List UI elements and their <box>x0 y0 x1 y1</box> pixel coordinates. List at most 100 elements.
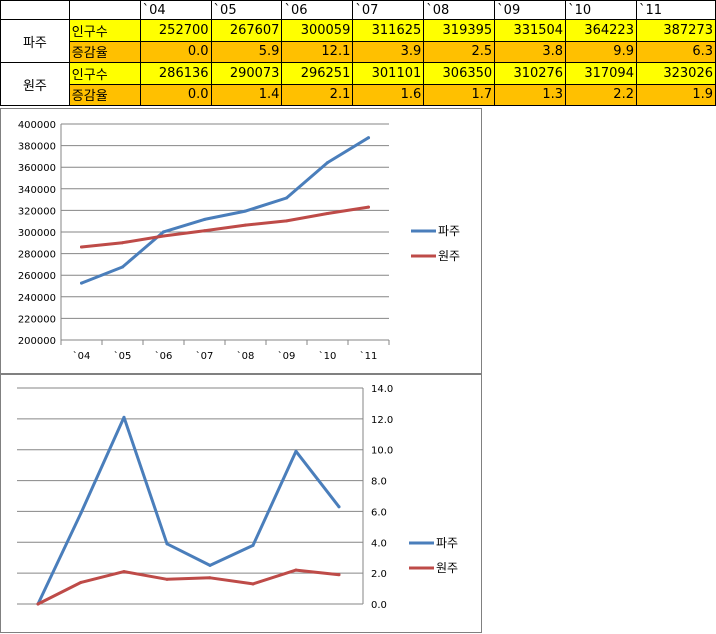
year-header-cell[interactable]: `05 <box>210 0 283 20</box>
data-point[interactable] <box>326 161 329 165</box>
value-cell[interactable]: 2.2 <box>565 83 637 106</box>
data-point[interactable] <box>162 234 165 238</box>
data-point[interactable] <box>80 245 83 249</box>
y-tick-label: 280000 <box>18 250 56 261</box>
data-point[interactable] <box>122 415 126 419</box>
value-cell[interactable]: 0.0 <box>139 40 212 63</box>
y-tick-label: 4.0 <box>371 538 387 549</box>
value-cell[interactable]: 2.1 <box>281 83 354 106</box>
value-cell[interactable]: 12.1 <box>281 40 354 63</box>
row-label-cell[interactable]: 인구수 <box>68 62 141 85</box>
data-point[interactable] <box>285 219 288 223</box>
series-line-0[interactable] <box>80 136 370 285</box>
value-cell[interactable]: 6.3 <box>635 40 716 63</box>
value-cell[interactable]: 252700 <box>139 19 212 42</box>
value-cell[interactable]: 296251 <box>281 62 354 85</box>
region-cell-wonju[interactable]: 원주 <box>0 62 70 106</box>
value-cell[interactable]: 5.9 <box>210 40 283 63</box>
data-point[interactable] <box>165 542 169 546</box>
series-line-1[interactable] <box>36 568 341 606</box>
data-point[interactable] <box>122 570 126 574</box>
value-cell[interactable]: 267607 <box>210 19 283 42</box>
y-tick-label: 380000 <box>18 142 56 153</box>
population-chart[interactable]: 400000 380000 360000 340000 320000 300000 2800… <box>0 108 482 374</box>
value-cell[interactable]: 364223 <box>565 19 637 42</box>
year-header-cell[interactable]: `06 <box>281 0 354 20</box>
row-label-cell[interactable]: 증감율 <box>68 40 141 63</box>
label-header-cell[interactable] <box>68 0 141 20</box>
data-point[interactable] <box>165 577 169 581</box>
value-cell[interactable]: 310276 <box>494 62 567 85</box>
value-cell[interactable]: 0.0 <box>139 83 212 106</box>
series-line-1[interactable] <box>80 205 370 249</box>
x-tick-label: `08 <box>237 350 255 362</box>
y-tick-label: 14.0 <box>371 384 393 395</box>
year-header-cell[interactable]: `04 <box>139 0 212 20</box>
legend-label: 원주 <box>438 249 460 263</box>
data-point[interactable] <box>326 212 329 216</box>
data-point[interactable] <box>203 217 206 221</box>
year-header-cell[interactable]: `08 <box>423 0 496 20</box>
value-cell[interactable]: 3.8 <box>494 40 567 63</box>
data-point[interactable] <box>203 229 206 233</box>
value-cell[interactable]: 306350 <box>423 62 496 85</box>
data-point[interactable] <box>337 505 341 509</box>
series-line-0[interactable] <box>36 415 341 606</box>
data-point[interactable] <box>244 209 247 213</box>
data-point[interactable] <box>337 573 341 577</box>
row-label-cell[interactable]: 증감율 <box>68 83 141 106</box>
value-cell[interactable]: 300059 <box>281 19 354 42</box>
value-cell[interactable]: 1.6 <box>352 83 425 106</box>
y-tick-label: 360000 <box>18 163 56 174</box>
year-header-cell[interactable]: `10 <box>565 0 637 20</box>
data-point[interactable] <box>294 449 298 453</box>
year-header-cell[interactable]: `11 <box>635 0 716 20</box>
value-cell[interactable]: 331504 <box>494 19 567 42</box>
value-cell[interactable]: 290073 <box>210 62 283 85</box>
value-cell[interactable]: 301101 <box>352 62 425 85</box>
corner-cell[interactable] <box>0 0 70 20</box>
year-header-cell[interactable]: `09 <box>494 0 567 20</box>
data-point[interactable] <box>121 241 124 245</box>
data-point[interactable] <box>251 582 255 586</box>
table-row: 증감율 0.0 1.4 2.1 1.6 1.7 1.3 2.2 1.9 <box>1 83 716 106</box>
year-header-cell[interactable]: `07 <box>352 0 425 20</box>
value-cell[interactable]: 1.7 <box>423 83 496 106</box>
value-cell[interactable]: 2.5 <box>423 40 496 63</box>
growth-rate-chart[interactable]: 14.0 12.0 10.0 8.0 6.0 4.0 2.0 0.0 파주 원주 <box>0 374 482 633</box>
value-cell[interactable]: 3.9 <box>352 40 425 63</box>
y-tick-label: 340000 <box>18 185 56 196</box>
data-point[interactable] <box>162 230 165 234</box>
value-cell[interactable]: 1.4 <box>210 83 283 106</box>
data-point[interactable] <box>285 196 288 200</box>
legend-label: 원주 <box>436 561 458 575</box>
data-point[interactable] <box>80 281 83 285</box>
data-point[interactable] <box>36 602 40 606</box>
data-point[interactable] <box>121 265 124 269</box>
data-point[interactable] <box>79 511 83 515</box>
data-point[interactable] <box>208 576 212 580</box>
y-tick-label: 12.0 <box>371 415 393 426</box>
data-point[interactable] <box>79 580 83 584</box>
value-cell[interactable]: 387273 <box>635 19 716 42</box>
table-row: 원주 인구수 286136 290073 296251 301101 30635… <box>0 62 716 106</box>
data-point[interactable] <box>367 136 370 140</box>
x-tick-label: `11 <box>360 350 378 362</box>
value-cell[interactable]: 319395 <box>423 19 496 42</box>
data-point[interactable] <box>294 568 298 572</box>
data-point[interactable] <box>208 563 212 567</box>
data-point[interactable] <box>251 543 255 547</box>
region-cell-paju[interactable]: 파주 <box>0 19 70 63</box>
value-cell[interactable]: 311625 <box>352 19 425 42</box>
value-cell[interactable]: 1.9 <box>635 83 716 106</box>
value-cell[interactable]: 317094 <box>565 62 637 85</box>
value-cell[interactable]: 9.9 <box>565 40 637 63</box>
value-cell[interactable]: 286136 <box>139 62 212 85</box>
data-point[interactable] <box>367 205 370 209</box>
data-point[interactable] <box>244 223 247 227</box>
y-tick-label: 6.0 <box>371 507 387 518</box>
value-cell[interactable]: 323026 <box>635 62 716 85</box>
value-cell[interactable]: 1.3 <box>494 83 567 106</box>
row-label-cell[interactable]: 인구수 <box>68 19 141 42</box>
